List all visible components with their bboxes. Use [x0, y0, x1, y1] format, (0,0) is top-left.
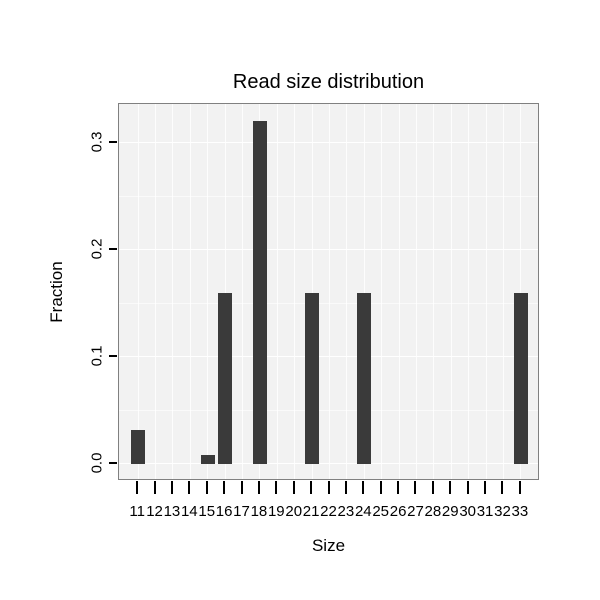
gridline-vertical [363, 104, 365, 479]
x-tick-27 [414, 481, 417, 494]
x-tick-label-33: 33 [511, 503, 529, 520]
plot-panel [118, 103, 539, 480]
gridline-major [119, 249, 538, 251]
gridline-vertical [242, 104, 244, 479]
y-tick-label-0.2: 0.2 [88, 238, 106, 260]
gridline-major [119, 463, 538, 465]
x-tick-17 [240, 481, 243, 494]
x-tick-label-27: 27 [407, 503, 424, 520]
x-tick-28 [431, 481, 434, 494]
x-tick-22 [327, 481, 330, 494]
gridline-vertical [155, 104, 157, 479]
y-axis-title: Fraction [47, 260, 66, 323]
chart-title: Read size distribution [232, 71, 425, 93]
gridline-vertical [224, 104, 226, 479]
x-tick-33 [518, 481, 521, 494]
bar-size-15 [200, 455, 215, 464]
x-tick-label-31: 31 [476, 503, 494, 520]
gridline-major [119, 142, 538, 144]
x-tick-26 [397, 481, 400, 494]
gridline-vertical [502, 104, 504, 479]
gridline-vertical [468, 104, 470, 479]
x-tick-label-29: 29 [441, 503, 459, 520]
x-tick-14 [188, 481, 191, 494]
bar-size-33 [513, 292, 528, 464]
y-tick-0.0 [109, 461, 117, 464]
x-tick-label-12: 12 [146, 503, 163, 520]
x-tick-21 [310, 481, 313, 494]
x-tick-20 [292, 481, 295, 494]
gridline-minor [119, 302, 538, 304]
bar-size-24 [357, 292, 372, 464]
y-tick-0.2 [109, 247, 117, 250]
x-tick-label-28: 28 [424, 503, 442, 520]
x-tick-11 [136, 481, 139, 494]
x-tick-label-26: 26 [389, 503, 407, 520]
x-tick-19 [275, 481, 278, 494]
gridline-minor [119, 195, 538, 197]
gridline-vertical [485, 104, 487, 479]
gridline-vertical [520, 104, 522, 479]
gridline-minor [119, 409, 538, 411]
gridline-vertical [381, 104, 383, 479]
x-tick-label-15: 15 [198, 503, 216, 520]
x-tick-13 [170, 481, 173, 494]
x-tick-label-16: 16 [215, 503, 233, 520]
x-tick-label-21: 21 [302, 503, 320, 520]
gridline-vertical [398, 104, 400, 479]
x-tick-32 [501, 481, 504, 494]
x-tick-25 [379, 481, 382, 494]
y-tick-label-0.0: 0.0 [88, 452, 106, 474]
x-tick-label-20: 20 [285, 503, 303, 520]
x-tick-16 [223, 481, 226, 494]
gridline-vertical [294, 104, 296, 479]
bar-size-21 [305, 292, 320, 464]
gridline-vertical [207, 104, 209, 479]
gridline-vertical [276, 104, 278, 479]
x-tick-label-24: 24 [354, 503, 372, 520]
gridline-major [119, 356, 538, 358]
gridline-vertical [137, 104, 139, 479]
bar-size-16 [218, 292, 233, 464]
gridline-vertical [172, 104, 174, 479]
x-tick-23 [344, 481, 347, 494]
x-tick-label-19: 19 [267, 503, 285, 520]
bar-size-11 [131, 429, 146, 464]
x-tick-label-25: 25 [372, 503, 390, 520]
gridline-vertical [450, 104, 452, 479]
gridline-vertical [329, 104, 330, 479]
x-tick-30 [466, 481, 469, 494]
y-tick-0.1 [109, 354, 117, 357]
x-tick-label-13: 13 [163, 503, 181, 520]
x-tick-29 [449, 481, 452, 494]
x-tick-12 [153, 481, 156, 494]
gridline-vertical [415, 104, 417, 479]
x-tick-label-32: 32 [494, 503, 511, 520]
x-tick-label-18: 18 [250, 503, 268, 520]
x-tick-24 [362, 481, 365, 494]
y-tick-label-0.1: 0.1 [88, 345, 106, 367]
x-tick-label-23: 23 [337, 503, 355, 520]
x-tick-label-22: 22 [320, 503, 337, 520]
y-tick-0.3 [109, 140, 117, 143]
x-tick-15 [205, 481, 208, 494]
x-tick-31 [484, 481, 487, 494]
x-tick-18 [257, 481, 260, 494]
bar-size-18 [252, 121, 267, 464]
x-tick-label-14: 14 [180, 503, 198, 520]
x-tick-label-17: 17 [233, 503, 250, 520]
x-tick-label-11: 11 [129, 503, 145, 520]
gridline-vertical [433, 104, 435, 479]
gridline-vertical [311, 104, 313, 479]
gridline-vertical [346, 104, 348, 479]
x-axis-title: Size [311, 536, 346, 555]
gridline-vertical [189, 104, 191, 479]
x-tick-label-30: 30 [459, 503, 477, 520]
y-tick-label-0.3: 0.3 [88, 131, 106, 152]
